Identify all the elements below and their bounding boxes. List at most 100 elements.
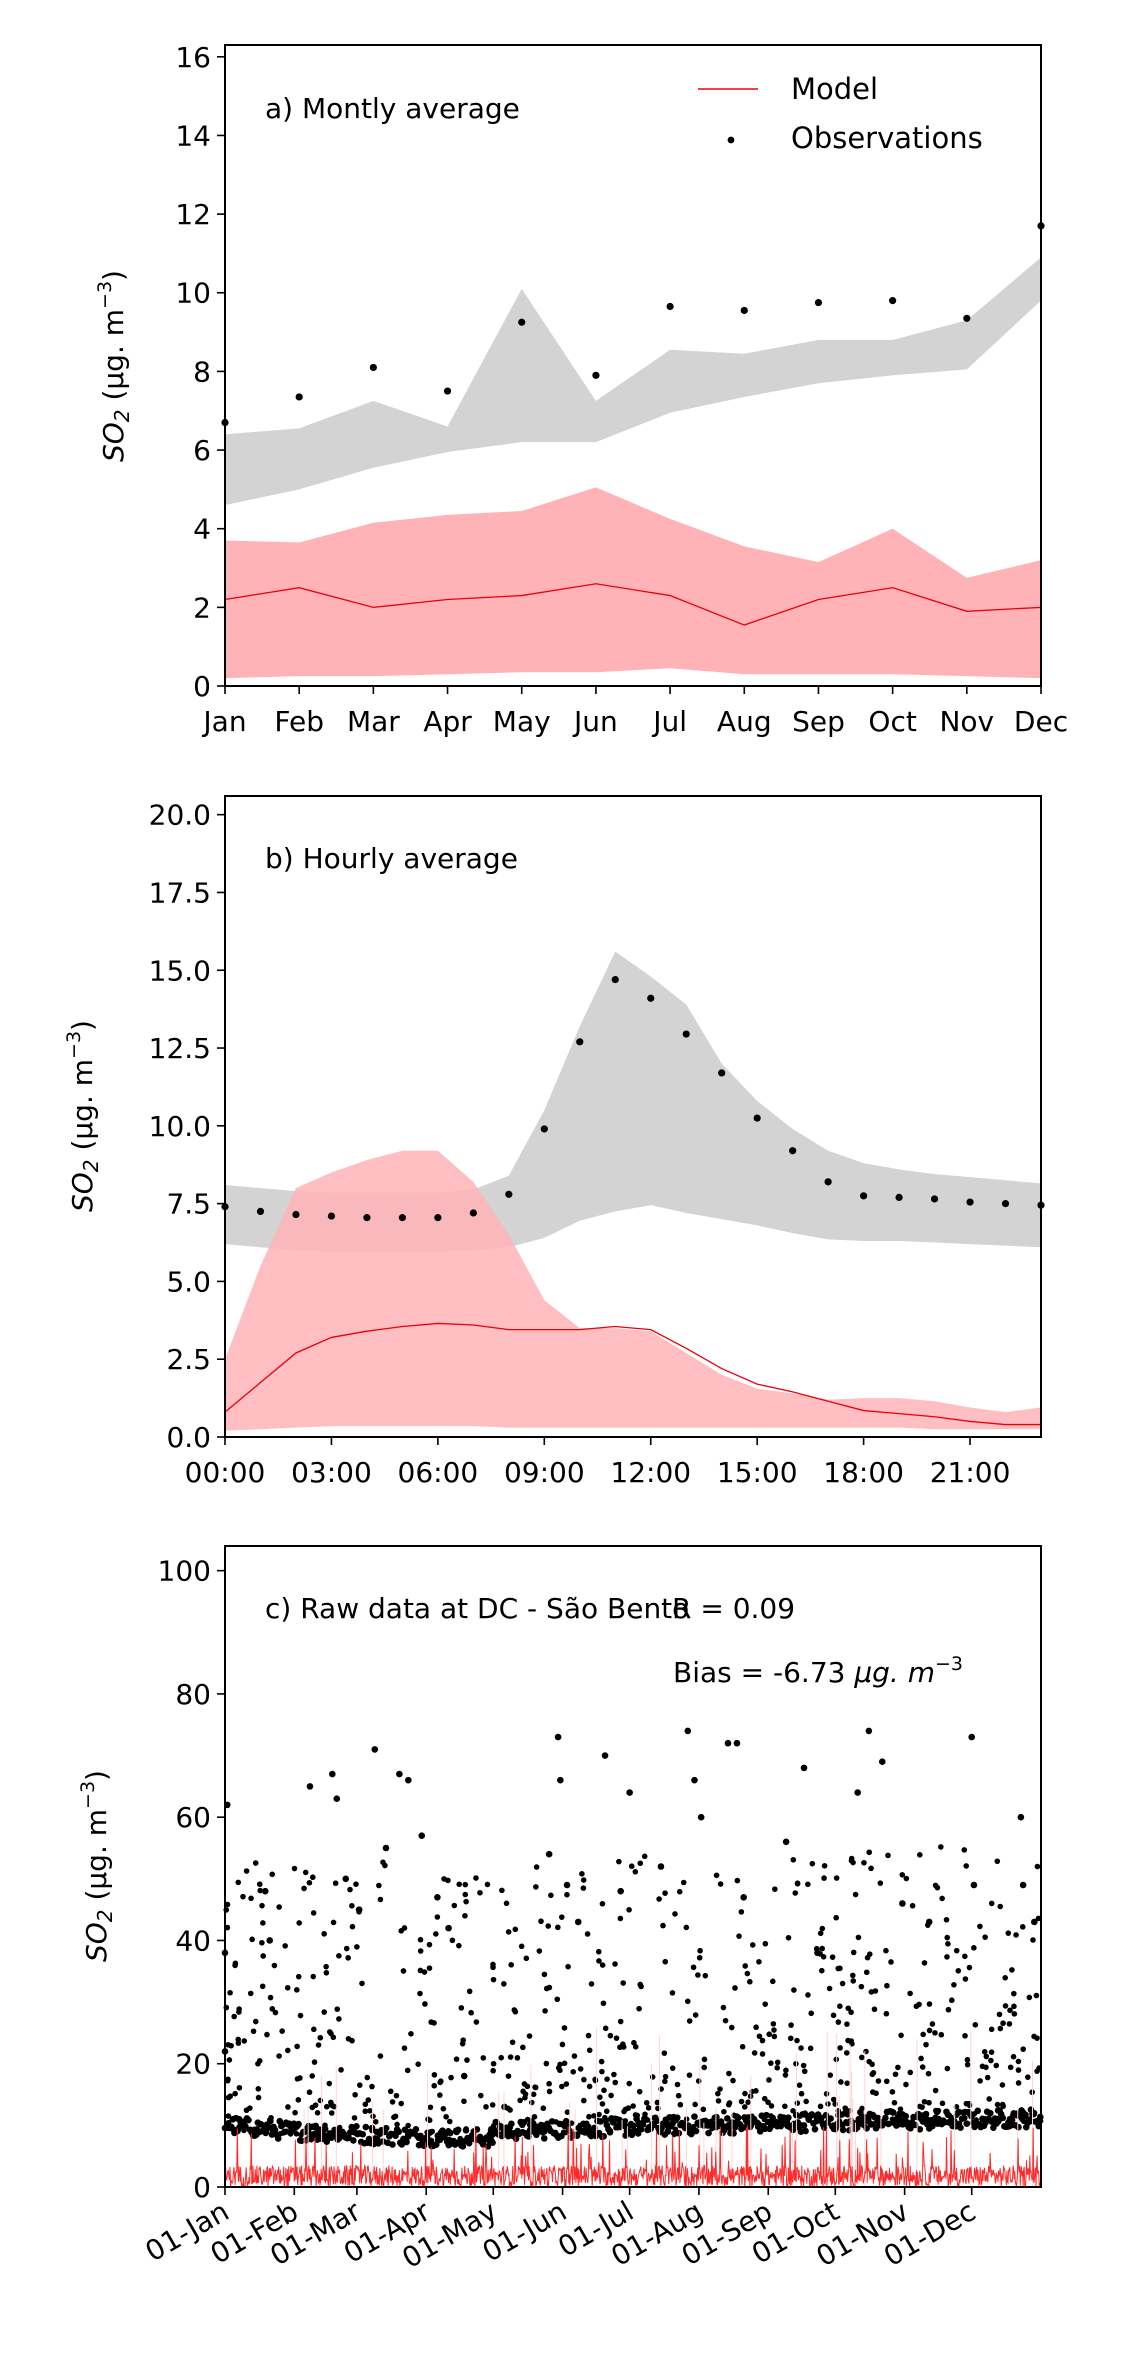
- observation-point: [983, 2053, 990, 2060]
- observation-point: [321, 1931, 327, 1937]
- observation-point: [617, 1915, 624, 1922]
- observation-point: [937, 2121, 944, 2127]
- observation-point: [555, 1924, 561, 1931]
- observation-point: [626, 1907, 632, 1913]
- observation-point: [362, 2108, 369, 2115]
- observation-point: [948, 1997, 955, 2004]
- observation-point: [514, 2055, 521, 2061]
- observation-point: [311, 2026, 317, 2033]
- observation-point: [507, 2054, 514, 2060]
- observation-point: [891, 2099, 898, 2106]
- observation-point: [702, 1972, 709, 1979]
- observation-point: [382, 2124, 390, 2132]
- observation-point: [821, 1875, 827, 1881]
- observation-peak-point: [733, 1739, 741, 1747]
- observation-point: [620, 1980, 626, 1986]
- observation-point: [637, 1860, 644, 1867]
- observation-point: [953, 1947, 960, 1954]
- observation-point: [701, 2064, 708, 2071]
- observation-point: [762, 1940, 769, 1947]
- observation-peak-point: [434, 1894, 441, 1901]
- observation-point: [446, 2118, 453, 2125]
- panel-b-xtick-label: 21:00: [930, 1456, 1011, 1489]
- observation-point: [661, 2050, 668, 2056]
- observation-point: [473, 2019, 480, 2025]
- observation-point: [838, 2079, 844, 2085]
- observation-point: [232, 1962, 238, 1969]
- observation-point: [1034, 1863, 1041, 1870]
- observation-point: [232, 2090, 238, 2097]
- observation-point: [426, 1941, 433, 1948]
- observation-point: [817, 2103, 824, 2110]
- observation-point: [664, 2123, 671, 2130]
- observation-point: [255, 2094, 262, 2101]
- observation-point: [499, 1887, 505, 1894]
- observation-point: [790, 1856, 797, 1863]
- observation-point: [542, 2008, 548, 2014]
- observation-point: [962, 1976, 969, 1982]
- observation-point: [1015, 2067, 1022, 2073]
- observation-point: [1025, 2118, 1031, 2125]
- observation-point: [235, 2036, 241, 2043]
- observation-point: [269, 1871, 276, 1878]
- observation-point: [1009, 1967, 1015, 1973]
- observation-point: [805, 1881, 811, 1888]
- observation-point: [962, 2032, 968, 2039]
- observation-point: [427, 2104, 434, 2111]
- observation-point: [945, 2006, 952, 2013]
- observation-point: [734, 2118, 740, 2124]
- observation-point: [899, 2122, 906, 2128]
- observation-point: [837, 1965, 843, 1972]
- observation-point: [509, 2039, 516, 2046]
- observation-point: [830, 2012, 837, 2019]
- observation-point: [543, 2060, 550, 2067]
- observation-point: [645, 2105, 652, 2111]
- observation-point: [437, 2092, 443, 2098]
- observation-point: [892, 2071, 899, 2078]
- observation-point: [586, 2047, 593, 2054]
- observation-point: [742, 2090, 748, 2097]
- observation-point: [317, 2034, 324, 2041]
- observation-point: [983, 2064, 989, 2071]
- observation-point: [473, 1875, 479, 1881]
- observation-point: [480, 2055, 487, 2061]
- observation-point: [293, 2131, 300, 2137]
- observation-point: [345, 1955, 351, 1961]
- observation-point: [728, 2024, 735, 2031]
- observation-point: [907, 2069, 914, 2076]
- observation-point: [562, 2117, 570, 2125]
- observation-point: [1005, 1930, 1012, 1936]
- observation-point: [595, 1948, 602, 1955]
- observation-point: [934, 1884, 941, 1891]
- observation-point: [264, 2031, 270, 2038]
- observation-point: [628, 1863, 635, 1870]
- observation-point: [916, 2126, 924, 2133]
- observation-peak-point: [1019, 1881, 1027, 1889]
- observation-point: [369, 363, 377, 372]
- observation-point: [586, 2113, 592, 2120]
- observation-peak-point: [925, 1918, 933, 1926]
- observation-point: [370, 2113, 376, 2120]
- observation-peak-point: [617, 1887, 625, 1895]
- observation-point: [607, 2128, 614, 2134]
- panel-a-xtick-label: Oct: [868, 705, 916, 738]
- panel-a-bands: [225, 257, 1041, 679]
- observation-point: [943, 1916, 950, 1923]
- observation-point: [977, 2078, 983, 2084]
- observation-point: [761, 2125, 769, 2133]
- observation-point: [636, 2005, 642, 2012]
- observation-point: [660, 1922, 666, 1929]
- observation-point: [801, 2068, 808, 2075]
- observation-point: [986, 2109, 994, 2117]
- observation-point: [640, 2121, 647, 2128]
- observation-point: [1020, 2046, 1026, 2052]
- observation-point: [751, 2050, 758, 2056]
- observation-peak-point: [878, 1758, 886, 1766]
- observation-point: [823, 2091, 830, 2097]
- observation-point: [830, 2122, 837, 2128]
- observation-point: [845, 2005, 852, 2012]
- observation-point: [581, 2097, 587, 2104]
- observation-peak-point: [724, 1739, 732, 1747]
- observation-point: [955, 1967, 962, 1974]
- observation-point: [613, 2124, 620, 2131]
